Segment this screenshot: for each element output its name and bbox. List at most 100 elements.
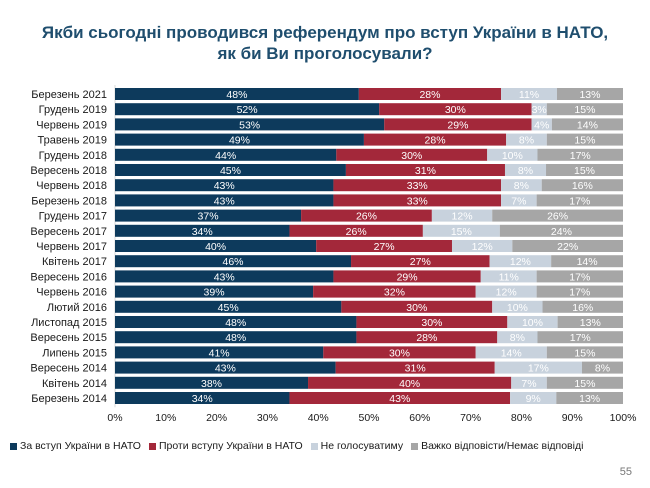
data-label: 8%	[510, 332, 525, 344]
bar-segment	[115, 179, 334, 192]
bar-segment	[115, 316, 357, 328]
data-label: 10%	[522, 317, 543, 329]
bar-segment	[536, 270, 623, 283]
bar-segment	[115, 88, 359, 100]
data-label: 38%	[201, 378, 222, 390]
bar-segment	[333, 270, 481, 283]
data-label: 52%	[237, 104, 258, 116]
data-label: 45%	[218, 302, 239, 314]
x-tick-label: 0%	[107, 412, 122, 424]
bar-segment	[115, 224, 290, 237]
data-label: 17%	[570, 150, 591, 162]
bar-segment	[345, 164, 505, 176]
category-label: Грудень 2018	[39, 150, 107, 162]
legend-label: Проти вступу України в НАТО	[158, 440, 303, 452]
bar-segment	[475, 285, 537, 298]
bar-segment	[511, 376, 547, 389]
data-label: 44%	[215, 150, 236, 162]
data-label: 30%	[421, 317, 442, 329]
data-label: 33%	[407, 180, 428, 192]
data-label: 48%	[226, 89, 247, 101]
bar-segment	[316, 240, 452, 252]
x-tick-label: 10%	[155, 412, 176, 424]
bar-segment	[546, 376, 623, 389]
bar-segment	[551, 255, 623, 268]
bar-segment	[115, 392, 290, 404]
bar-segment	[333, 194, 502, 207]
category-label: Червень 2016	[36, 287, 107, 299]
bar-segment	[351, 255, 490, 268]
bar-segment	[115, 346, 324, 359]
bar-segment	[115, 118, 385, 131]
data-label: 43%	[214, 180, 235, 192]
data-label: 15%	[574, 135, 595, 147]
bar-segment	[308, 376, 512, 389]
bar-segment	[531, 118, 552, 131]
bar-segment	[546, 346, 623, 359]
data-label: 26%	[547, 211, 568, 223]
bar-segment	[323, 346, 476, 359]
data-label: 48%	[225, 332, 246, 344]
legend-item: Важко відповісти/Немає відповіді	[411, 440, 583, 452]
data-label: 11%	[519, 89, 539, 101]
data-label: 43%	[215, 363, 236, 375]
bar-segment	[356, 331, 498, 344]
data-label: 17%	[570, 332, 591, 344]
bar-segment	[581, 361, 623, 374]
bar-segment	[546, 103, 623, 116]
category-label: Липень 2015	[42, 347, 107, 359]
bar-segment	[115, 300, 342, 313]
x-tick-label: 100%	[610, 412, 637, 424]
bar-segment	[289, 392, 511, 404]
bar-segment	[115, 103, 380, 116]
bar-segment	[115, 331, 357, 344]
bar-segment	[497, 331, 538, 344]
data-label: 10%	[502, 150, 523, 162]
bar-segment	[541, 179, 623, 192]
legend-item: Не голосуватиму	[310, 440, 404, 452]
legend-swatch	[10, 442, 17, 450]
data-label: 43%	[214, 195, 235, 207]
data-label: 8%	[519, 135, 534, 147]
data-label: 8%	[595, 363, 610, 375]
bar-segment	[356, 316, 508, 328]
data-label: 26%	[346, 226, 367, 238]
bar-segment	[115, 164, 346, 176]
data-label: 15%	[574, 347, 595, 359]
category-label: Вересень 2014	[30, 363, 107, 375]
data-label: 49%	[229, 135, 250, 147]
category-label: Вересень 2018	[30, 165, 107, 177]
bar-segment	[510, 392, 557, 404]
data-label: 8%	[514, 180, 529, 192]
legend-item: Проти вступу України в НАТО	[148, 440, 303, 452]
bar-segment	[115, 285, 314, 298]
bar-segment	[506, 133, 547, 146]
category-label: Грудень 2017	[39, 211, 107, 223]
category-label: Червень 2018	[36, 180, 107, 192]
bar-segment	[451, 240, 513, 252]
data-label: 43%	[214, 271, 235, 283]
title-line-2: як би Ви проголосували?	[217, 44, 433, 63]
x-tick-label: 90%	[562, 412, 583, 424]
data-label: 40%	[399, 378, 420, 390]
data-label: 12%	[510, 256, 531, 268]
data-label: 17%	[569, 271, 590, 283]
bar-segment	[301, 209, 432, 222]
data-label: 31%	[415, 165, 436, 177]
data-label: 14%	[577, 119, 598, 131]
data-label: 14%	[577, 256, 598, 268]
bar-segment	[333, 179, 502, 192]
x-tick-label: 50%	[358, 412, 379, 424]
bar-segment	[115, 240, 317, 252]
data-label: 33%	[407, 195, 428, 207]
bar-segment	[494, 361, 582, 374]
data-label: 22%	[557, 241, 578, 253]
data-label: 30%	[389, 347, 410, 359]
data-label: 37%	[198, 211, 219, 223]
category-label: Квітень 2017	[42, 256, 107, 268]
bar-segment	[422, 224, 500, 237]
bar-segment	[379, 103, 532, 116]
legend-label: Не голосуватиму	[320, 440, 404, 452]
legend: За вступ України в НАТО Проти вступу Укр…	[10, 440, 583, 452]
data-label: 31%	[405, 363, 426, 375]
